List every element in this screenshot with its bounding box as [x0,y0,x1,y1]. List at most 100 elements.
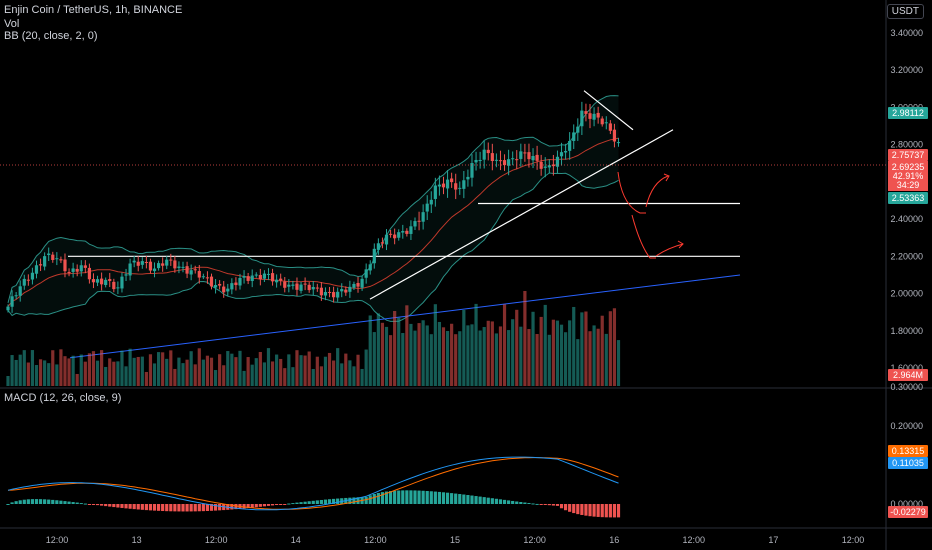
candle-body [120,276,124,289]
macd-histogram-bar [592,504,596,517]
macd-histogram-bar [185,504,189,512]
macd-histogram-bar [291,503,295,505]
volume-bar [205,355,210,386]
volume-bar [181,363,185,386]
candle-body [283,281,287,288]
candle-body [303,283,307,285]
histogram-tag: -0.02279 [890,507,926,517]
forecast-arrow [645,175,669,208]
forecast-arrow [631,214,656,259]
candle-body [527,152,531,160]
macd-histogram-bar [486,497,490,504]
macd-histogram-bar [59,500,63,504]
candle-body [470,163,474,178]
candle-body [75,268,79,272]
candle-body [511,158,515,160]
candle-body [360,278,364,288]
lower-band-tag: 2.53363 [892,193,925,203]
price-tick-label: 2.40000 [890,214,923,224]
last-close-tag: 2.75737 [892,150,925,160]
volume-bar [213,370,218,386]
candle-body [531,155,535,161]
candle-body [502,160,507,166]
volume-bar [71,355,75,386]
volume-bar [291,367,295,386]
volume-bar [152,363,157,386]
macd-tick-label: 0.20000 [890,421,923,431]
candle-body [128,263,132,276]
macd-histogram-bar [507,500,511,504]
candle-body [519,151,523,159]
candle-body [327,291,332,293]
macd-histogram-bar [144,504,148,511]
volume-bar [18,354,22,386]
volume-bar [136,356,140,386]
candle-body [169,259,173,261]
macd-histogram-bar [352,497,356,504]
volume-bar [584,311,588,386]
candle-body [466,176,470,180]
volume-bar [144,371,148,386]
volume-bar [319,366,323,386]
volume-bar [336,348,340,386]
volume-bar [543,304,547,386]
candle-body [100,278,104,285]
macd-histogram-bar [405,490,409,504]
candle-body [490,153,494,162]
macd-histogram-bar [462,494,466,504]
last-close-tag-bg [888,149,928,161]
candle-body [612,129,617,142]
macd-histogram-bar [161,504,165,512]
candle-body [91,279,96,283]
macd-histogram-bar [515,501,519,504]
volume-bar [356,354,360,386]
candle-body [608,123,612,131]
volume-bar [222,365,226,386]
candle-body [559,152,564,157]
macd-histogram-bar [242,504,246,509]
macd-histogram-bar [254,504,258,508]
volume-bar [262,362,267,386]
volume-bar [474,303,478,386]
volume-bar [458,331,462,386]
volume-bar [95,360,100,386]
macd-line [7,456,619,511]
candle-body [67,271,71,273]
candle-body [87,267,91,280]
macd-histogram-bar [287,503,291,505]
candle-body [218,283,222,286]
price-tick-label: 1.60000 [890,363,923,373]
candle-body [177,266,181,268]
candle-body [474,159,478,163]
volume-bar [104,366,108,386]
macd-histogram-bar [47,499,51,504]
time-tick-label: 12:00 [842,535,865,545]
price-tick-label: 3.40000 [890,28,923,38]
macd-histogram-bar [95,504,100,506]
upper-band-tag: 2.98112 [892,108,924,118]
candle-body [181,266,185,268]
macd-tick-label: 0.30000 [890,382,923,392]
macd-histogram-bar [209,504,214,511]
volume-bar [238,350,242,386]
volume-bar [580,312,584,386]
macd-histogram-bar [498,499,503,504]
macd-histogram-bar [55,500,59,504]
macd-histogram-bar [474,496,478,504]
macd-histogram-bar [539,504,543,505]
macd-histogram-bar [401,490,405,504]
volume-bar [83,361,87,386]
macd-histogram-bar [425,490,429,504]
candle-body [572,132,576,141]
macd-histogram-bar [454,493,458,504]
volume-bar [531,311,535,386]
candle-body [6,306,10,311]
volume-bar [283,368,287,386]
volume-bar [405,305,409,386]
volume-bar [576,339,580,386]
currency-button[interactable]: USDT [886,4,924,19]
volume-bar [612,308,617,386]
macd-histogram-bar [91,504,96,505]
candle-body [79,265,83,272]
